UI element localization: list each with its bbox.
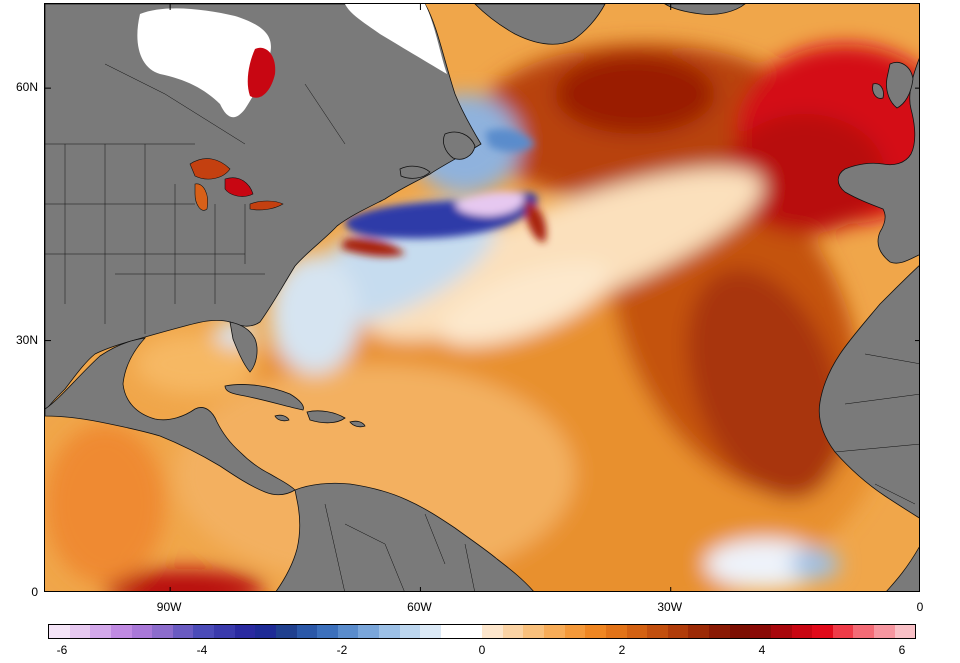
colorbar-cell bbox=[69, 625, 91, 638]
british-isles bbox=[886, 62, 914, 109]
lon-label: 0 bbox=[916, 600, 924, 614]
map-canvas bbox=[45, 4, 919, 591]
sst-anomaly-map bbox=[44, 3, 920, 592]
lat-label: 0 bbox=[31, 585, 38, 599]
colorbar-cell bbox=[585, 625, 606, 638]
europe bbox=[837, 58, 919, 264]
colorbar-cell bbox=[461, 625, 483, 638]
colorbar-label: 2 bbox=[618, 643, 626, 657]
colorbar-cell bbox=[894, 625, 916, 638]
colorbar-cell bbox=[90, 625, 111, 638]
colorbar-cell bbox=[255, 625, 276, 638]
colorbar-label: -4 bbox=[196, 643, 208, 657]
colorbar-cell bbox=[234, 625, 256, 638]
cuba bbox=[224, 384, 304, 411]
colorbar-label: 0 bbox=[478, 643, 486, 657]
colorbar-label: 4 bbox=[758, 643, 766, 657]
colorbar-cell bbox=[729, 625, 751, 638]
colorbar-cell bbox=[502, 625, 524, 638]
colorbar-cell bbox=[482, 625, 503, 638]
lon-label: 30W bbox=[657, 600, 683, 614]
colorbar-label: -2 bbox=[336, 643, 348, 657]
colorbar-cell bbox=[791, 625, 813, 638]
axis-ticks bbox=[45, 4, 919, 591]
colorbar-cell bbox=[667, 625, 689, 638]
colorbar bbox=[48, 624, 916, 639]
colorbar-cell bbox=[853, 625, 874, 638]
colorbar-cell bbox=[812, 625, 833, 638]
colorbar-cell bbox=[275, 625, 297, 638]
colorbar-cell bbox=[358, 625, 379, 638]
lon-label: 60W bbox=[407, 600, 432, 614]
colorbar-cell bbox=[131, 625, 153, 638]
colorbar-cell bbox=[399, 625, 421, 638]
colorbar-label: -6 bbox=[56, 643, 68, 657]
colorbar-cell bbox=[874, 625, 895, 638]
africa bbox=[818, 265, 919, 519]
colorbar-cell bbox=[605, 625, 627, 638]
colorbar-cell bbox=[420, 625, 441, 638]
colorbar-cell bbox=[296, 625, 318, 638]
colorbar-cell bbox=[709, 625, 730, 638]
hudson-bay-ice bbox=[137, 8, 271, 118]
colorbar-cell bbox=[647, 625, 668, 638]
colorbar-cell bbox=[337, 625, 359, 638]
colorbar-cell bbox=[110, 625, 132, 638]
newfoundland bbox=[443, 131, 476, 160]
colorbar-label: 6 bbox=[898, 643, 906, 657]
colorbar-cell bbox=[317, 625, 338, 638]
lat-label: 60N bbox=[15, 80, 38, 95]
colorbar-cell bbox=[172, 625, 194, 638]
colorbar-cell bbox=[193, 625, 214, 638]
hispaniola bbox=[306, 410, 346, 424]
colorbar-cell bbox=[152, 625, 173, 638]
land-masses bbox=[45, 4, 919, 591]
colorbar-cell bbox=[832, 625, 854, 638]
colorbar-cell bbox=[688, 625, 709, 638]
colorbar-cell bbox=[750, 625, 771, 638]
lat-label: 30N bbox=[15, 332, 38, 347]
colorbar-cell bbox=[379, 625, 400, 638]
colorbar-cell bbox=[544, 625, 565, 638]
colorbar-cell bbox=[626, 625, 648, 638]
greenland bbox=[474, 4, 606, 45]
colorbar-cell bbox=[564, 625, 586, 638]
political-borders bbox=[45, 63, 919, 591]
colorbar-cell bbox=[214, 625, 235, 638]
colorbar-cell bbox=[770, 625, 792, 638]
colorbar-cell bbox=[49, 625, 70, 638]
mexico-central-america bbox=[45, 337, 296, 496]
florida bbox=[229, 321, 258, 373]
colorbar-cell bbox=[523, 625, 544, 638]
lon-label: 90W bbox=[156, 600, 182, 614]
colorbar-cell bbox=[440, 625, 462, 638]
